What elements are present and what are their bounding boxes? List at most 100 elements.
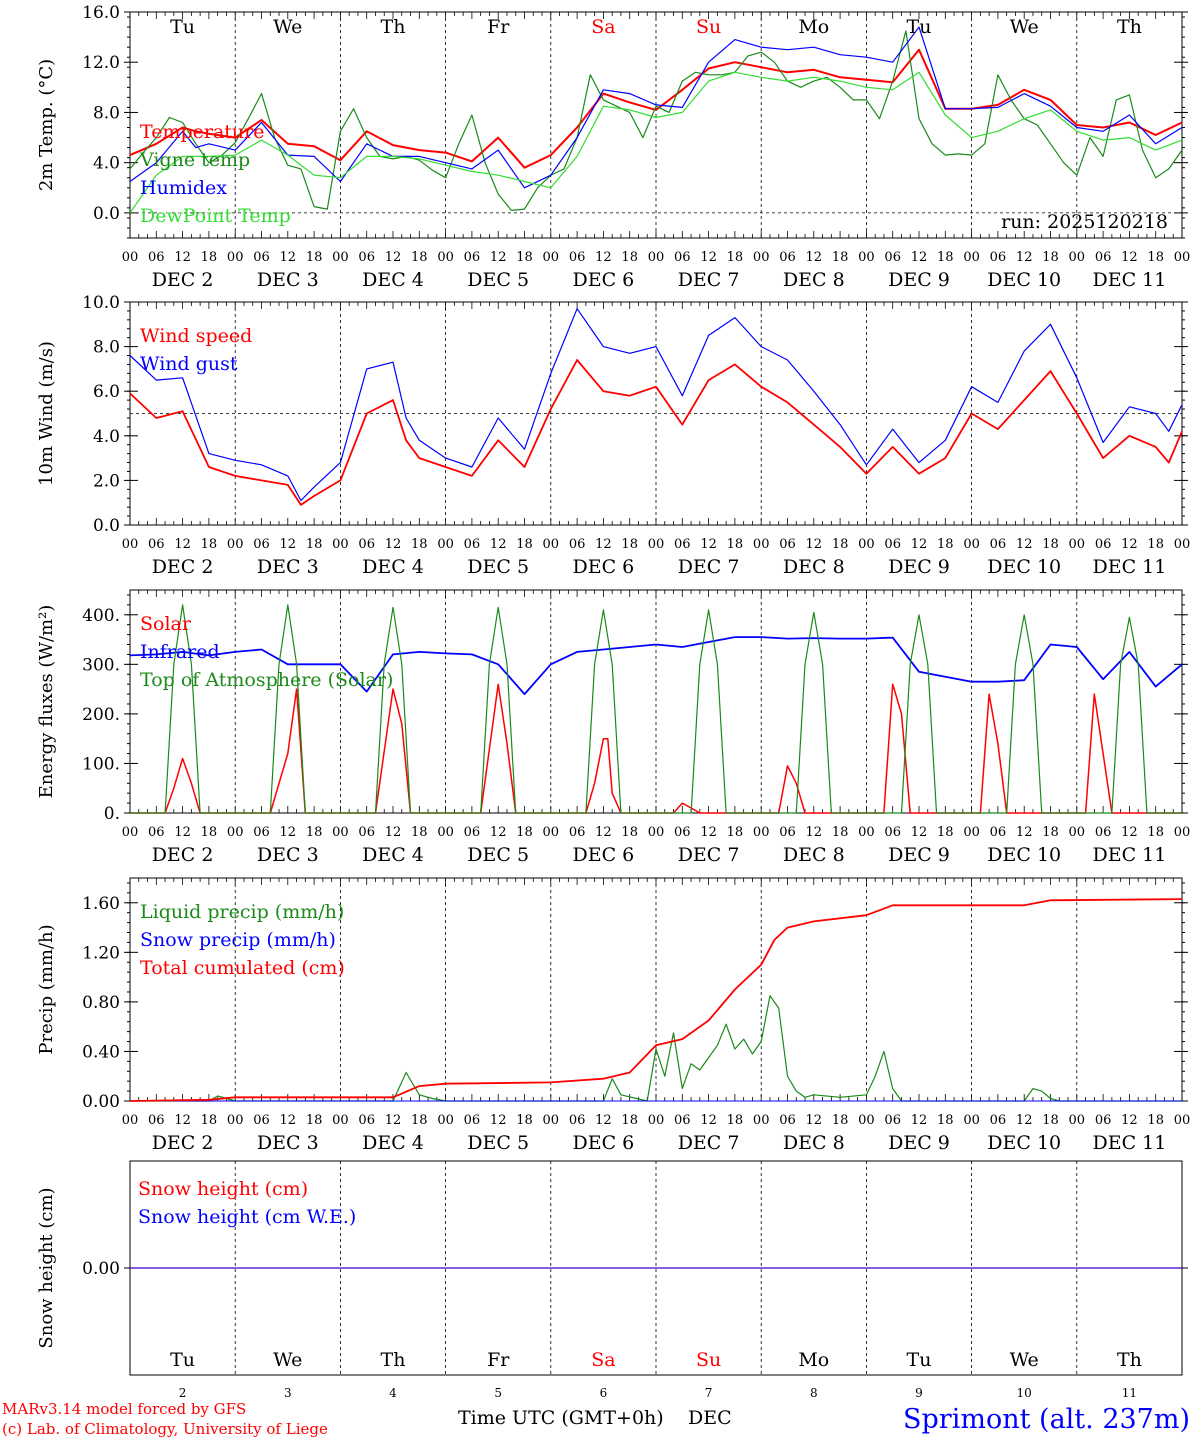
temp-y-axis-label: 2m Temp. (°C) [36, 59, 57, 191]
temp-hour-label: 00 [648, 250, 665, 265]
temp-hour-label: 12 [806, 250, 823, 265]
flux-hour-label: 18 [516, 825, 533, 840]
temp-date-label: DEC 5 [467, 269, 529, 291]
wind-hour-label: 12 [806, 537, 823, 552]
weekday-label-top: Sa [591, 16, 615, 38]
snow-legend-entry: Snow height (cm W.E.) [138, 1206, 356, 1228]
precip-hour-label: 18 [621, 1113, 638, 1128]
flux-hour-label: 18 [306, 825, 323, 840]
temp-hour-label: 18 [937, 250, 954, 265]
wind-date-label: DEC 9 [888, 556, 950, 578]
wind-hour-label: 18 [1042, 537, 1059, 552]
flux-hour-label: 12 [911, 825, 928, 840]
flux-legend-entry: Infrared [140, 641, 220, 663]
precip-hour-label: 00 [1174, 1113, 1191, 1128]
wind-hour-label: 12 [700, 537, 717, 552]
precip-hour-label: 00 [332, 1113, 349, 1128]
wind-hour-label: 18 [727, 537, 744, 552]
temp-legend-entry: Vigne temp [139, 149, 250, 171]
temp-hour-label: 12 [911, 250, 928, 265]
flux-hour-label: 12 [1016, 825, 1033, 840]
precip-hour-label: 00 [227, 1113, 244, 1128]
wind-date-label: DEC 5 [467, 556, 529, 578]
wind-hour-label: 06 [674, 537, 691, 552]
temp-hour-label: 18 [621, 250, 638, 265]
wind-hour-label: 06 [464, 537, 481, 552]
temp-hour-label: 06 [1095, 250, 1112, 265]
weekday-label-bottom: Th [1117, 1349, 1142, 1371]
wind-hour-label: 00 [858, 537, 875, 552]
flux-frame [129, 589, 1183, 814]
flux-hour-label: 00 [332, 825, 349, 840]
wind-hour-label: 06 [990, 537, 1007, 552]
flux-y-axis-label: Energy fluxes (W/m²) [36, 605, 57, 799]
day-number-label: 8 [810, 1386, 818, 1400]
flux-series-top-of-atmosphere-solar- [130, 604, 1182, 814]
temp-hour-label: 12 [700, 250, 717, 265]
temp-hour-label: 12 [174, 250, 191, 265]
wind-hour-label: 00 [122, 537, 139, 552]
precip-hour-label: 12 [595, 1113, 612, 1128]
weekday-label-top: Th [1117, 16, 1142, 38]
precip-hour-label: 18 [1042, 1113, 1059, 1128]
flux-hour-label: 06 [569, 825, 586, 840]
snow-legend-entry: Snow height (cm) [138, 1178, 308, 1200]
wind-y-tick-label: 10.0 [82, 293, 120, 313]
precip-date-label: DEC 8 [783, 1132, 845, 1154]
flux-hour-label: 00 [122, 825, 139, 840]
flux-date-label: DEC 8 [783, 844, 845, 866]
flux-hour-label: 06 [884, 825, 901, 840]
precip-date-label: DEC 5 [467, 1132, 529, 1154]
flux-date-label: DEC 2 [152, 844, 214, 866]
temp-legend-entry: Humidex [140, 177, 227, 199]
wind-hour-label: 12 [1121, 537, 1138, 552]
credit-line-1: MARv3.14 model forced by GFS [2, 1400, 246, 1418]
precip-hour-label: 00 [122, 1113, 139, 1128]
temp-y-tick-label: 8.0 [93, 103, 120, 123]
temp-hour-label: 18 [411, 250, 428, 265]
wind-hour-label: 06 [779, 537, 796, 552]
precip-y-tick-label: 1.60 [82, 894, 120, 914]
wind-legend-entry: Wind gust [140, 353, 238, 375]
month-label: DEC [688, 1407, 732, 1429]
wind-hour-label: 18 [1147, 537, 1164, 552]
wind-hour-label: 12 [595, 537, 612, 552]
wind-hour-label: 00 [1069, 537, 1086, 552]
precip-y-tick-label: 0.40 [82, 1042, 120, 1062]
precip-panel: 0.00 0.40 0.80 1.20 1.60 Precip (mm/h) Liquid … [36, 877, 1191, 1154]
precip-hour-label: 18 [411, 1113, 428, 1128]
temp-hour-label: 12 [280, 250, 297, 265]
precip-y-tick-label: 0.80 [82, 993, 120, 1013]
flux-hour-label: 18 [411, 825, 428, 840]
time-axis-label: Time UTC (GMT+0h) [458, 1407, 664, 1429]
precip-date-label: DEC 11 [1092, 1132, 1166, 1154]
wind-hour-label: 12 [490, 537, 507, 552]
temp-hour-label: 12 [1016, 250, 1033, 265]
precip-hour-label: 06 [464, 1113, 481, 1128]
temp-hour-label: 06 [148, 250, 165, 265]
wind-hour-label: 06 [148, 537, 165, 552]
temp-hour-label: 06 [884, 250, 901, 265]
temp-date-label: DEC 6 [573, 269, 635, 291]
temp-hour-label: 00 [858, 250, 875, 265]
wind-date-label: DEC 4 [362, 556, 424, 578]
wind-y-tick-label: 4.0 [93, 427, 120, 447]
weekday-label-bottom: Tu [170, 1349, 195, 1371]
flux-hour-label: 18 [832, 825, 849, 840]
wind-hour-label: 00 [1174, 537, 1191, 552]
precip-hour-label: 00 [543, 1113, 560, 1128]
precip-hour-label: 06 [884, 1113, 901, 1128]
weekday-label-bottom: We [1010, 1349, 1039, 1371]
flux-hour-label: 06 [358, 825, 375, 840]
flux-hour-label: 12 [806, 825, 823, 840]
temp-hour-label: 00 [963, 250, 980, 265]
wind-hour-label: 00 [543, 537, 560, 552]
wind-hour-label: 06 [884, 537, 901, 552]
precip-hour-label: 12 [280, 1113, 297, 1128]
wind-hour-label: 06 [358, 537, 375, 552]
credit-line-2: (c) Lab. of Climatology, University of L… [2, 1420, 328, 1438]
temp-hour-label: 00 [437, 250, 454, 265]
flux-hour-label: 12 [700, 825, 717, 840]
day-number-label: 6 [600, 1386, 608, 1400]
temp-hour-label: 06 [253, 250, 270, 265]
